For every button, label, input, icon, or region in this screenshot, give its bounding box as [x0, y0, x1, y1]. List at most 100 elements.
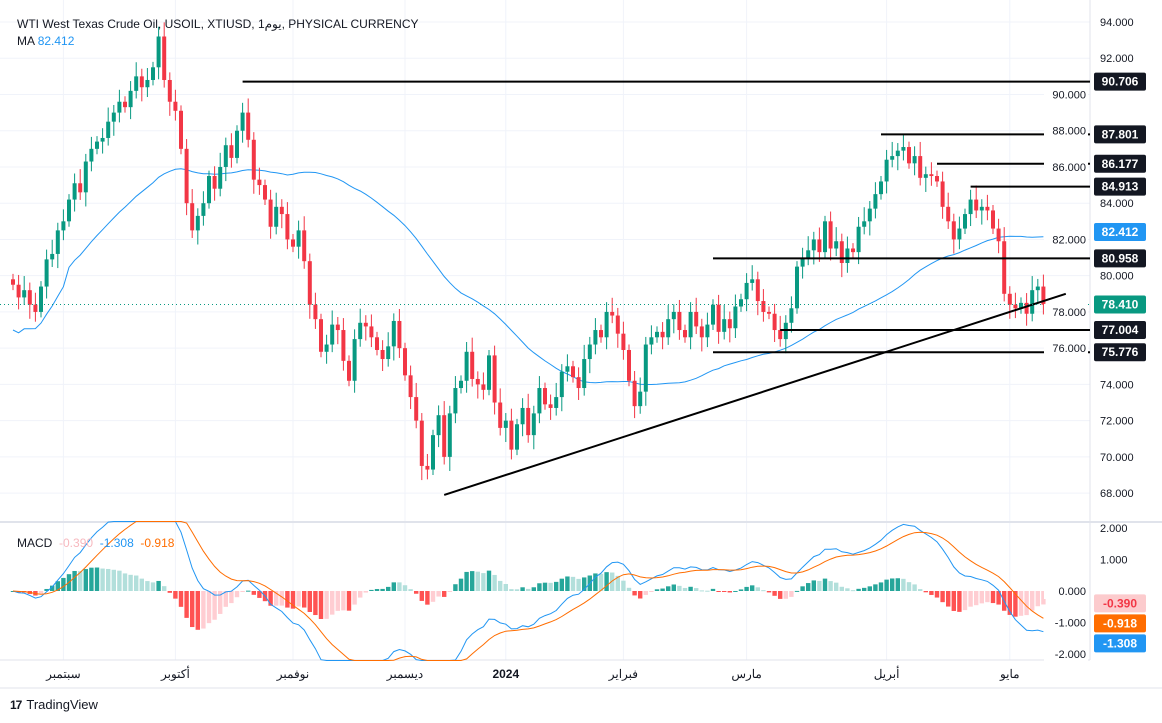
- candle-body: [335, 324, 340, 331]
- macd-histogram-bar: [436, 591, 441, 597]
- candle-body: [879, 181, 883, 195]
- level-price-label: 77.004: [1102, 323, 1139, 337]
- candle-body: [537, 388, 542, 414]
- macd-histogram-bar: [223, 591, 228, 607]
- price-tick-label-bg: [1044, 158, 1088, 175]
- macd-histogram-bar: [934, 591, 940, 598]
- candle-body: [918, 156, 923, 178]
- candle-body: [268, 199, 273, 227]
- candle-body: [139, 76, 144, 88]
- macd-signal-value: -0.918: [140, 536, 175, 550]
- candle-body: [531, 413, 536, 436]
- time-axis-label: أبريل: [874, 666, 900, 681]
- macd-histogram-bar: [380, 588, 385, 591]
- candle-body: [750, 279, 755, 283]
- macd-histogram-bar: [710, 588, 716, 591]
- trendline: [443, 292, 1067, 496]
- time-axis-label: مارس: [731, 667, 762, 681]
- macd-histogram-bar: [537, 583, 542, 591]
- price-tick-label-bg: [1044, 340, 1088, 357]
- candle-body: [755, 279, 760, 302]
- level-price-label-bg: [1094, 320, 1146, 339]
- candle-body: [162, 36, 167, 80]
- candle-body: [431, 435, 435, 470]
- macd-histogram-bar: [134, 575, 139, 591]
- candle-body: [83, 161, 88, 193]
- macd-signal-label-bg: [1094, 614, 1146, 633]
- macd-histogram-bar: [716, 591, 721, 592]
- candle-body: [111, 112, 116, 122]
- candle-body: [789, 308, 794, 323]
- candle-body: [951, 221, 956, 240]
- macd-histogram-bar: [783, 591, 788, 599]
- candle-body: [403, 348, 407, 376]
- candle-body: [828, 221, 833, 249]
- macd-tick-label-bg: [1044, 614, 1088, 631]
- macd-line-value: -1.308: [99, 536, 134, 550]
- price-tick-label: 76.000: [1052, 343, 1086, 355]
- candle-body: [363, 322, 368, 327]
- candle-body: [240, 112, 245, 131]
- candle-body: [666, 319, 671, 338]
- candle-body: [604, 311, 609, 338]
- candle-body: [459, 380, 463, 389]
- macd-histogram-bar: [145, 581, 150, 591]
- candle-body: [78, 183, 83, 193]
- macd-histogram-bar: [229, 591, 234, 604]
- macd-histogram-bar: [834, 582, 839, 591]
- macd-histogram-bar: [89, 567, 94, 591]
- macd-histogram-bar: [643, 591, 648, 595]
- macd-histogram-bar: [548, 582, 553, 591]
- macd-histogram-bar: [895, 578, 900, 591]
- macd-histogram-bar: [128, 574, 133, 591]
- macd-histogram-bar: [750, 585, 755, 591]
- macd-histogram-bar: [957, 591, 962, 612]
- candle-body: [571, 366, 575, 378]
- candle-body: [296, 230, 301, 247]
- macd-histogram-bar: [302, 591, 307, 608]
- macd-histogram-bar: [246, 590, 251, 592]
- macd-histogram-bar: [677, 585, 682, 591]
- candle-body: [873, 194, 878, 209]
- macd-histogram-bar: [458, 578, 464, 591]
- candle-body: [839, 241, 844, 263]
- candle-body: [481, 384, 486, 390]
- macd-histogram-bar: [290, 591, 296, 609]
- macd-histogram-bar: [531, 587, 536, 591]
- macd-histogram-bar: [139, 578, 144, 591]
- candle-body: [55, 230, 60, 254]
- price-tick-label: 70.000: [1100, 452, 1134, 464]
- candle-body: [727, 319, 732, 329]
- tradingview-logo[interactable]: 17 TradingView: [10, 697, 98, 712]
- macd-histogram-bar: [470, 571, 475, 591]
- candle-body: [509, 420, 514, 450]
- candle-body: [72, 183, 77, 200]
- candle-body: [263, 185, 267, 200]
- candle-body: [940, 181, 945, 207]
- macd-tick-label: -1.000: [1055, 618, 1086, 630]
- macd-histogram-bar: [206, 591, 212, 624]
- candle-body: [677, 311, 682, 331]
- macd-histogram-bar: [772, 591, 777, 596]
- candle-body: [705, 324, 710, 338]
- candle-body: [151, 67, 155, 80]
- macd-histogram-bar: [906, 582, 912, 591]
- macd-histogram-bar: [430, 591, 436, 602]
- macd-histogram-bar: [374, 589, 380, 591]
- macd-histogram-bar: [856, 588, 861, 591]
- candle-body: [447, 413, 452, 457]
- candle-body: [425, 465, 430, 470]
- macd-histogram-bar: [559, 578, 564, 591]
- candle-body: [313, 304, 318, 320]
- candle-body: [935, 176, 939, 182]
- candle-body: [319, 319, 323, 352]
- candle-body: [660, 331, 665, 338]
- macd-histogram-bar: [733, 590, 738, 592]
- candle-body: [515, 424, 519, 450]
- candle-body: [559, 371, 564, 398]
- macd-histogram-bar: [722, 591, 727, 592]
- candle-body: [195, 215, 200, 231]
- macd-histogram-bar: [274, 591, 279, 606]
